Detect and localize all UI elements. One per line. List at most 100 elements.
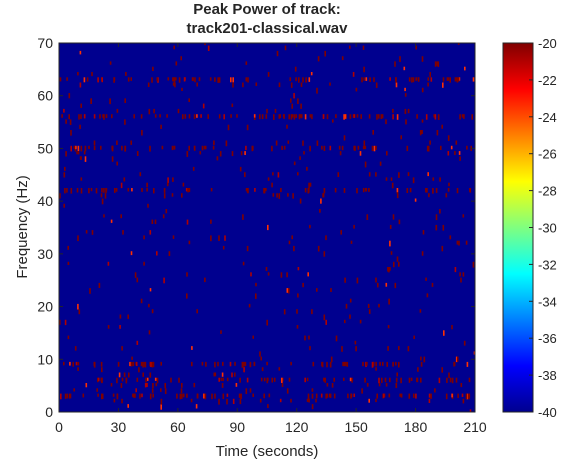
peak-mark xyxy=(462,272,465,277)
peak-mark xyxy=(425,277,427,281)
peak-mark xyxy=(76,151,78,155)
peak-mark xyxy=(91,230,94,235)
peak-mark xyxy=(195,404,198,409)
peak-mark xyxy=(449,235,452,240)
peak-mark xyxy=(95,188,98,194)
peak-mark xyxy=(464,66,466,71)
peak-mark xyxy=(421,130,423,134)
peak-mark xyxy=(415,393,417,399)
peak-mark xyxy=(283,309,286,315)
peak-mark xyxy=(448,182,450,187)
x-tick-label: 210 xyxy=(463,419,487,435)
peak-mark xyxy=(435,224,438,231)
peak-mark xyxy=(458,77,461,81)
peak-mark xyxy=(446,77,449,81)
peak-mark xyxy=(204,277,206,283)
peak-mark xyxy=(366,361,368,366)
peak-mark xyxy=(60,393,62,400)
peak-mark xyxy=(451,325,453,330)
peak-mark xyxy=(217,77,219,83)
peak-mark xyxy=(63,172,66,178)
peak-mark xyxy=(329,393,332,398)
peak-mark xyxy=(461,114,464,118)
peak-mark xyxy=(100,193,103,198)
peak-mark xyxy=(263,377,266,382)
peak-mark xyxy=(88,188,90,194)
colorbar-tick-label: -20 xyxy=(538,36,557,51)
peak-mark xyxy=(64,319,67,326)
peak-mark xyxy=(173,77,176,83)
peak-mark xyxy=(152,361,155,368)
peak-mark xyxy=(246,245,249,252)
peak-mark xyxy=(116,377,118,384)
peak-mark xyxy=(222,377,224,382)
peak-mark xyxy=(239,398,242,405)
peak-mark xyxy=(101,198,104,205)
peak-mark xyxy=(277,172,280,178)
peak-mark xyxy=(221,383,224,388)
peak-mark xyxy=(104,193,107,199)
peak-mark xyxy=(263,393,265,399)
peak-mark xyxy=(154,114,157,118)
peak-mark xyxy=(345,303,348,309)
peak-mark xyxy=(98,282,101,288)
peak-mark xyxy=(353,114,355,118)
peak-mark xyxy=(214,393,216,399)
peak-mark xyxy=(105,114,108,118)
peak-mark xyxy=(174,82,176,88)
peak-mark xyxy=(73,145,76,149)
peak-mark xyxy=(205,361,207,367)
peak-mark xyxy=(343,135,346,141)
colorbar-tick-label: -32 xyxy=(538,257,557,272)
peak-mark xyxy=(459,156,461,161)
peak-mark xyxy=(468,377,471,383)
peak-mark xyxy=(281,377,283,383)
peak-mark xyxy=(171,193,174,197)
peak-mark xyxy=(66,77,68,81)
peak-mark xyxy=(412,177,415,184)
peak-mark xyxy=(221,372,224,377)
peak-mark xyxy=(395,77,397,83)
peak-mark xyxy=(125,72,127,76)
peak-mark xyxy=(390,251,393,255)
peak-mark xyxy=(416,114,418,119)
peak-mark xyxy=(177,108,180,114)
peak-mark xyxy=(427,145,430,152)
y-tick-label: 30 xyxy=(37,246,53,262)
peak-mark xyxy=(447,188,450,192)
peak-mark xyxy=(396,114,399,120)
peak-mark xyxy=(343,377,345,381)
peak-mark xyxy=(350,393,352,399)
peak-mark xyxy=(263,188,266,194)
peak-mark xyxy=(214,372,217,377)
peak-mark xyxy=(145,377,147,383)
peak-mark xyxy=(388,298,390,305)
peak-mark xyxy=(167,77,170,81)
peak-mark xyxy=(172,235,175,239)
peak-mark xyxy=(191,77,194,82)
peak-mark xyxy=(77,72,79,76)
peak-mark xyxy=(90,98,92,104)
peak-mark xyxy=(99,114,101,119)
peak-mark xyxy=(434,388,436,393)
peak-mark xyxy=(349,314,351,319)
peak-mark xyxy=(241,361,244,368)
peak-mark xyxy=(96,388,98,392)
peak-mark xyxy=(64,166,66,171)
peak-mark xyxy=(249,361,252,368)
peak-mark xyxy=(200,114,202,118)
peak-mark xyxy=(234,361,236,366)
peak-mark xyxy=(304,377,306,383)
peak-mark xyxy=(204,393,207,400)
peak-mark xyxy=(279,398,282,403)
peak-mark xyxy=(191,346,193,350)
peak-mark xyxy=(434,61,437,67)
peak-mark xyxy=(394,282,397,289)
peak-mark xyxy=(172,177,174,182)
peak-mark xyxy=(171,145,174,151)
peak-mark xyxy=(186,293,188,299)
peak-mark xyxy=(124,145,127,152)
peak-mark xyxy=(460,277,462,283)
peak-mark xyxy=(246,377,249,383)
peak-mark xyxy=(222,361,224,366)
